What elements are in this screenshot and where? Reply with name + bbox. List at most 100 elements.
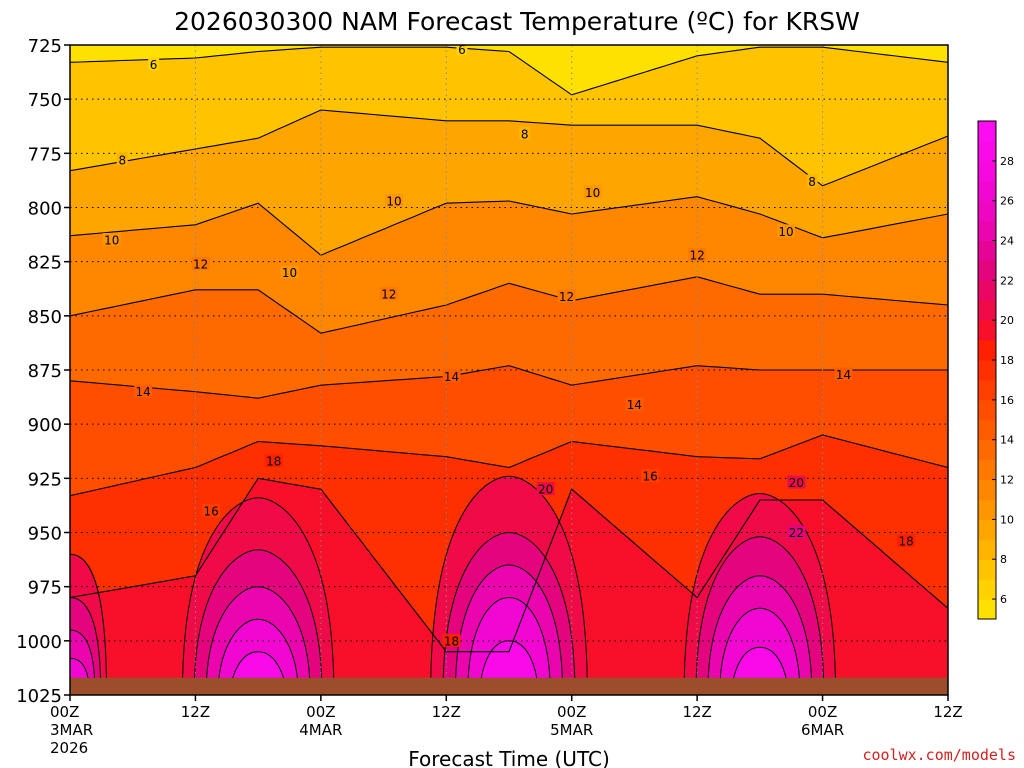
x-tick-date: 6MAR [801, 721, 844, 739]
colorbar-tick-label: 14 [1000, 434, 1014, 447]
colorbar-tick-label: 12 [1000, 474, 1014, 487]
x-tick-year: 2026 [50, 739, 88, 757]
colorbar-tick-label: 6 [1000, 593, 1007, 606]
contour-label: 22 [789, 526, 804, 540]
contour-label-bg [787, 525, 806, 539]
contour-label-bg [456, 45, 468, 56]
colorbar-swatch [978, 320, 996, 341]
colorbar-swatch [978, 160, 996, 182]
x-tick-label: 12Z [682, 703, 711, 721]
contour-label: 6 [458, 43, 466, 57]
isotherm-line [70, 477, 948, 653]
contour-label: 10 [386, 195, 401, 209]
colorbar-swatch [978, 340, 996, 361]
colorbar-tick-label: 20 [1000, 314, 1014, 327]
y-tick-label: 1000 [16, 632, 62, 653]
contour-label: 10 [778, 225, 793, 239]
contour-label-bg [191, 256, 210, 270]
contour-label-bg [442, 633, 461, 647]
x-tick-label: 12Z [432, 703, 461, 721]
contour-label-bg [385, 194, 404, 207]
y-tick-label: 725 [28, 36, 62, 57]
contour-label-bg [536, 482, 555, 496]
contour-label: 12 [193, 257, 208, 271]
colorbar-swatch [978, 379, 996, 401]
x-tick-label: 12Z [933, 703, 962, 721]
colorbar-swatch [978, 399, 996, 421]
colorbar-swatch [978, 559, 996, 580]
colorbar-swatch [978, 419, 996, 441]
colorbar-swatch [978, 280, 996, 301]
contour-label: 14 [444, 370, 459, 384]
colorbar-swatch [978, 121, 996, 142]
x-axis-label: Forecast Time (UTC) [408, 747, 610, 768]
contour-label-bg [787, 475, 806, 489]
contour-label-bg [776, 224, 795, 238]
contour-label: 20 [789, 476, 804, 490]
isotherm-lines [70, 46, 948, 653]
chart-title: 2026030300 NAM Forecast Temperature (ºC)… [174, 7, 860, 36]
contour-label-bg [134, 384, 153, 398]
contour-label: 16 [203, 504, 218, 518]
y-tick-label: 925 [28, 469, 62, 490]
colorbar-swatch [978, 439, 996, 461]
x-tick-label: 00Z [808, 703, 837, 721]
colorbar-swatch [978, 200, 996, 222]
y-tick-label: 975 [28, 578, 62, 599]
contour-label: 16 [642, 470, 657, 484]
colorbar-tick-label: 28 [1000, 155, 1014, 168]
contour-label: 14 [627, 398, 642, 412]
y-axis: 725 750 775 800 825 850 875 900 925 950 975 1000 102… [16, 36, 70, 707]
y-tick-label: 825 [28, 253, 62, 274]
contour-label: 6 [150, 58, 158, 72]
colorbar-swatch [978, 300, 996, 321]
isotherm-line [70, 434, 948, 497]
colorbar-swatch [978, 539, 996, 560]
colorbar-swatch [978, 360, 996, 381]
contour-label: 18 [899, 535, 914, 549]
y-tick-label: 850 [28, 307, 62, 328]
contour-labels: 6 6 8 8 8 10 10 10 10 10 12 12 12 12 14 14 14 14 16 16 18 18 1… [102, 43, 916, 648]
colorbar-swatch [978, 579, 996, 600]
contour-label-bg [102, 233, 121, 246]
isotherm-line [70, 46, 948, 96]
contour-label-bg [583, 185, 602, 199]
colorbar-tick-label: 16 [1000, 394, 1014, 407]
contour-label: 10 [282, 266, 297, 280]
plot-area: 6 6 8 8 8 10 10 10 10 10 12 12 12 12 14 14 14 14 16 16 18 18 1… [70, 43, 948, 695]
isotherm-line [70, 109, 948, 187]
contour-label: 12 [559, 290, 574, 304]
contour-label-bg [280, 265, 299, 279]
contour-label: 10 [104, 234, 119, 248]
y-tick-label: 950 [28, 524, 62, 545]
y-tick-label: 1025 [16, 686, 62, 707]
colorbar-tick-label: 10 [1000, 513, 1014, 526]
x-tick-date: 5MAR [550, 721, 593, 739]
contour-label-bg [519, 126, 531, 140]
colorbar: 6 8 10 12 14 16 18 20 22 24 26 28 [977, 120, 1014, 620]
contour-label-bg [897, 534, 916, 548]
colorbar-swatch [978, 240, 996, 261]
contour-label: 18 [444, 634, 459, 648]
colorbar-swatch [978, 140, 996, 162]
contour-label-bg [379, 287, 398, 301]
contour-label-bg [834, 367, 853, 381]
colorbar-swatch [978, 479, 996, 500]
contour-label-bg [557, 289, 576, 303]
x-tick-label: 00Z [306, 703, 335, 721]
credit-text: coolwx.com/models [862, 746, 1016, 764]
isotherm-line [70, 196, 948, 256]
y-tick-label: 900 [28, 415, 62, 436]
contour-label: 14 [836, 368, 851, 382]
colorbar-swatch [978, 499, 996, 520]
contour-label: 8 [808, 175, 816, 189]
colorbar-swatch [978, 599, 996, 620]
colorbar-swatch [978, 519, 996, 540]
contour-label-bg [264, 454, 283, 467]
colorbar-swatch [978, 220, 996, 242]
x-tick-label: 12Z [181, 703, 210, 721]
contour-label: 14 [136, 385, 151, 399]
y-tick-label: 775 [28, 144, 62, 165]
ground-surface [70, 677, 948, 695]
